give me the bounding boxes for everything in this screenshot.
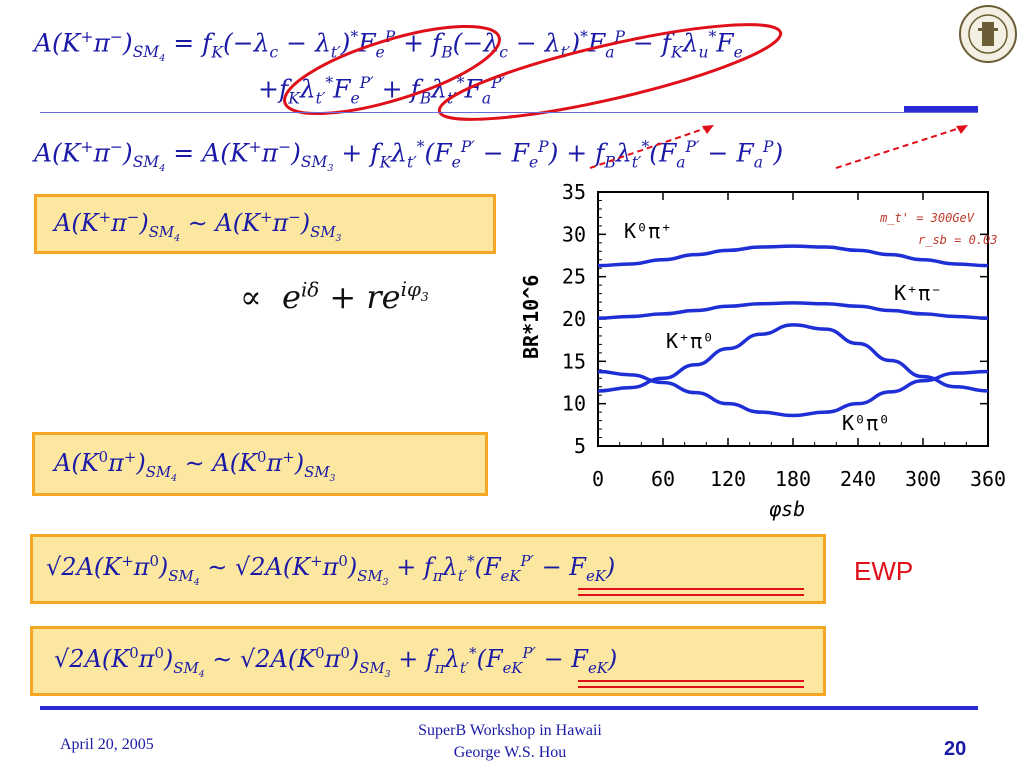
y-tick-label: 35 [562,180,586,204]
box4-text: √2A(K0π0)SM4 ∼ √2A(K0π0)SM3 + fπλt′*(FeK… [54,644,618,680]
x-axis-label: φsb [769,497,805,521]
y-tick-label: 30 [562,222,586,246]
ellipse-left [283,24,501,116]
dashed-arrows-overlay [589,125,968,169]
ewp-label: EWP [854,556,914,586]
underline-red-1a [578,588,804,590]
x-tick-label: 300 [905,467,941,491]
x-tick-label: 360 [970,467,1006,491]
page-number: 20 [944,738,967,760]
y-tick-label: 20 [562,307,586,331]
equation-1-line-1: A(K+π−)SM4 = fK(−λc − λt′)*FeP + fB(−λc … [34,28,743,65]
branching-ratio-chart: 0 60 120 180 240 300 360 5 10 15 20 25 30 35 φsb BR*10^… [519,180,1006,521]
footer-date: April 20, 2005 [60,736,154,753]
equation-box-kpi-minus [34,194,496,254]
series-label-3: K⁰π⁰ [842,411,890,435]
series-line-0 [597,244,989,268]
footer-divider [40,706,978,710]
ellipse-right [437,23,783,121]
footer-title-line-1: SuperB Workshop in Hawaii [418,722,602,739]
y-tick-label: 5 [574,434,586,458]
x-tick-label: 120 [710,467,746,491]
x-tick-label: 240 [840,467,876,491]
annotation-mass: m_t' = 300GeV [879,211,975,225]
y-tick-label: 10 [562,392,586,416]
equation-2: A(K+π−)SM4 = A(K+π−)SM3 + fKλt′*(FeP′ − … [34,138,784,175]
proportional-expression: ∝ eiδ + reiφ3 [240,278,429,316]
divider-accent [904,106,978,112]
series-line-1 [597,301,989,320]
footer-title-line-2: George W.S. Hou [453,744,567,761]
series-label-1: K⁺π⁻ [894,281,942,305]
university-seal-logo [958,4,1018,64]
equation-box-k0-pi0 [30,626,826,696]
x-tick-label: 60 [651,467,675,491]
divider-top [40,112,978,113]
equation-box-k0-pi-plus [32,432,488,496]
annotation-rsb: r_sb = 0.03 [918,233,997,247]
y-tick-label: 15 [562,349,586,373]
series-line-2 [597,323,989,393]
y-axis-label: BR*10^6 [519,275,543,359]
underline-red-1b [578,594,804,596]
series-line-3 [597,369,989,418]
series-label-0: K⁰π⁺ [624,219,672,243]
red-ellipses-overlay [283,23,783,121]
box2-text: A(K0π+)SM4 ∼ A(K0π+)SM3 [54,448,336,484]
series-label-2: K⁺π⁰ [666,329,714,353]
x-tick-label: 0 [592,467,604,491]
x-tick-label: 180 [775,467,811,491]
equation-box-kplus-pi0 [30,534,826,604]
box1-text: A(K+π−)SM4 ∼ A(K+π−)SM3 [54,208,342,244]
underline-red-2a [578,680,804,682]
underline-red-2b [578,686,804,688]
box3-text: √2A(K+π0)SM4 ∼ √2A(K+π0)SM3 + fπλt′*(FeK… [46,552,616,588]
y-tick-label: 25 [562,265,586,289]
